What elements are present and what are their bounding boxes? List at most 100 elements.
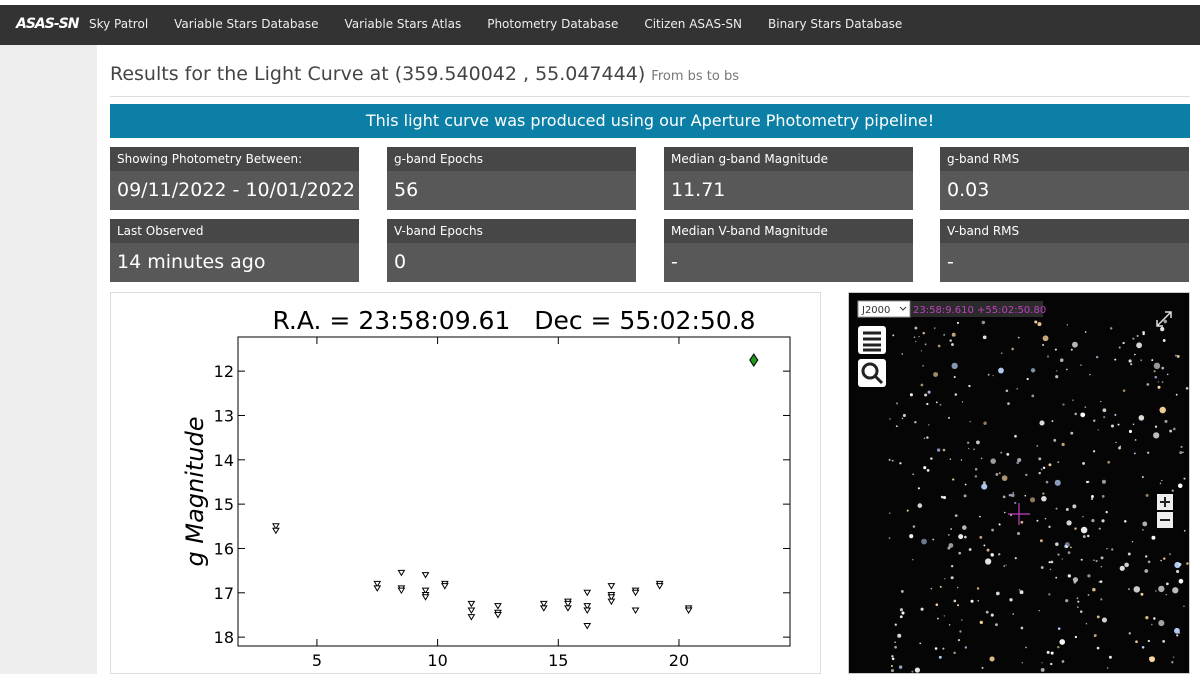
x-tick-label: 20: [669, 651, 689, 670]
star: [1050, 560, 1054, 564]
nav-link[interactable]: Photometry Database: [487, 17, 619, 31]
star: [1134, 353, 1136, 356]
star: [912, 473, 915, 476]
star: [1001, 475, 1008, 481]
star: [1149, 656, 1151, 659]
star: [899, 462, 902, 465]
star: [1076, 597, 1079, 600]
star: [1024, 494, 1027, 497]
frame-select[interactable]: [857, 300, 911, 318]
star: [1128, 359, 1132, 363]
star: [1161, 366, 1165, 370]
data-point: [749, 353, 759, 367]
star: [1179, 451, 1183, 455]
star: [1147, 639, 1150, 643]
logo[interactable]: ASAS-SN: [16, 16, 79, 32]
data-point: [583, 623, 592, 630]
star: [1107, 460, 1111, 464]
stat-label: g-band Epochs: [387, 147, 636, 171]
star: [1110, 424, 1114, 428]
star: [1153, 362, 1161, 370]
data-point: [539, 600, 548, 608]
star: [1020, 520, 1024, 524]
star: [1133, 452, 1136, 455]
star: [1142, 521, 1148, 527]
star: [1106, 547, 1108, 550]
star: [968, 548, 972, 551]
star: [1039, 539, 1043, 543]
stat-label: Showing Photometry Between:: [110, 147, 359, 171]
star: [957, 604, 960, 607]
stat-value: -: [940, 243, 1189, 282]
star: [935, 603, 939, 607]
nav-link[interactable]: Sky Patrol: [89, 17, 149, 31]
star: [964, 483, 967, 486]
star: [1178, 578, 1184, 584]
star: [1150, 623, 1153, 626]
star: [961, 619, 963, 621]
data-point: [467, 614, 476, 621]
data-point: [421, 587, 430, 595]
star: [1166, 373, 1169, 376]
star: [942, 647, 945, 650]
star: [1173, 427, 1176, 431]
star: [1056, 645, 1060, 649]
star: [974, 475, 978, 478]
star: [1079, 610, 1083, 613]
chart: R.A. = 23:58:09.61 Dec = 55:02:50.8 g Mag…: [181, 306, 791, 670]
star: [1062, 403, 1065, 406]
stat-box: Median g-band Magnitude 11.71: [664, 147, 913, 210]
star: [1031, 394, 1035, 398]
star: [1158, 620, 1165, 627]
star: [1127, 552, 1131, 556]
star: [1046, 355, 1050, 358]
star: [1128, 632, 1131, 635]
star: [1005, 564, 1007, 566]
star: [1122, 341, 1125, 345]
banner: This light curve was produced using our …: [110, 104, 1190, 138]
star: [1017, 531, 1021, 535]
star: [1124, 520, 1127, 523]
star: [1101, 479, 1107, 484]
star: [1087, 594, 1090, 596]
star: [1057, 627, 1061, 630]
star: [1029, 497, 1036, 503]
star: [1072, 577, 1079, 583]
nav-link[interactable]: Variable Stars Database: [174, 17, 319, 31]
nav-link[interactable]: Variable Stars Atlas: [344, 17, 462, 31]
nav-link[interactable]: Citizen ASAS-SN: [644, 17, 742, 31]
star: [1050, 651, 1054, 655]
star: [1153, 617, 1156, 620]
star: [1101, 494, 1105, 498]
star: [1038, 457, 1042, 461]
data-point: [272, 523, 280, 530]
star: [1095, 559, 1098, 563]
data-point: [373, 580, 382, 588]
star: [889, 418, 891, 420]
star: [1026, 377, 1029, 381]
star: [1118, 446, 1121, 450]
star: [1171, 660, 1174, 664]
star: [1153, 432, 1160, 439]
star: [1183, 477, 1186, 480]
y-tick-label: 16: [214, 539, 234, 558]
star: [995, 472, 999, 476]
star: [1080, 558, 1083, 561]
nav-link[interactable]: Binary Stars Database: [768, 17, 903, 31]
star: [1146, 383, 1150, 386]
star: [1134, 439, 1137, 441]
star: [1162, 639, 1166, 643]
star: [1169, 429, 1173, 433]
star: [899, 608, 904, 612]
star: [951, 332, 956, 337]
fullscreen-button[interactable]: [1156, 311, 1172, 327]
star: [952, 478, 955, 481]
star: [1124, 562, 1129, 568]
star: [977, 599, 980, 602]
star: [1089, 373, 1091, 376]
data-point: [272, 527, 280, 535]
star: [976, 440, 980, 445]
star: [1171, 489, 1174, 492]
star: [1128, 429, 1133, 434]
star: [1066, 520, 1072, 526]
